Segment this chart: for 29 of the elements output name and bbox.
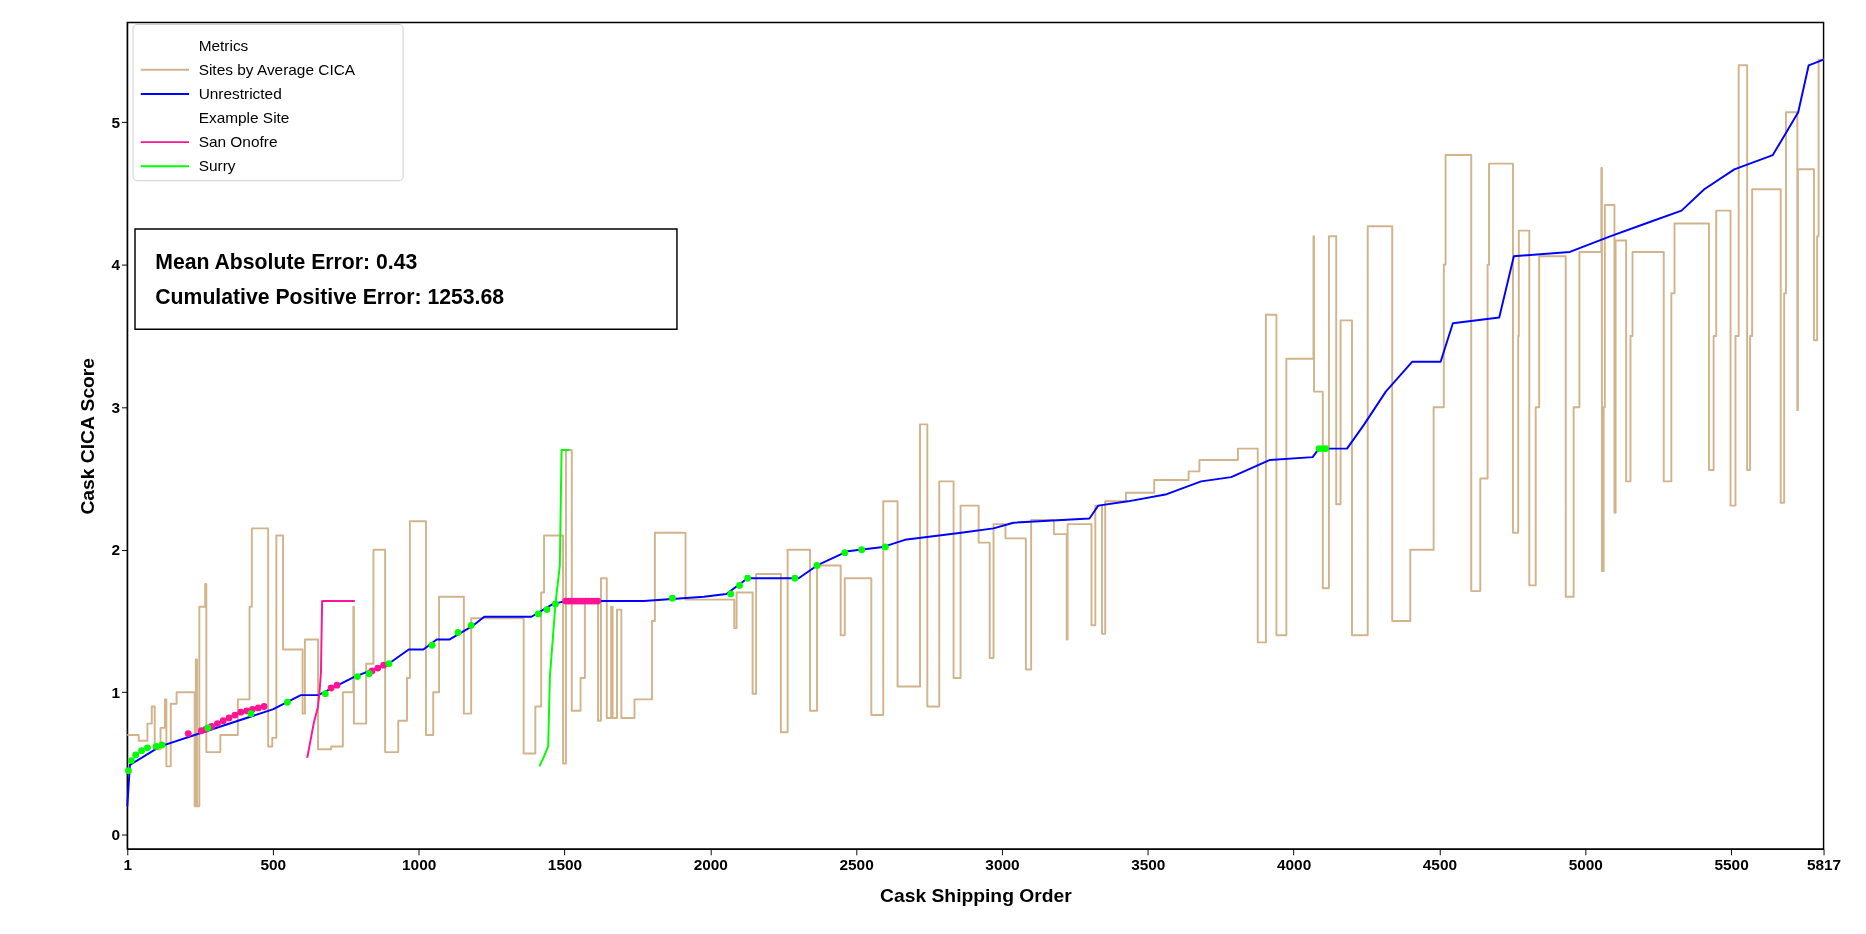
y-tick-label: 0 [111, 826, 121, 844]
x-tick-label: 1500 [547, 855, 583, 873]
y-tick-label: 1 [111, 683, 121, 701]
x-tick-label: 3500 [1131, 855, 1166, 873]
annotation: Example Site [198, 108, 290, 126]
x-tick-label: 4500 [1422, 855, 1458, 873]
x-tick-label: 4000 [1276, 855, 1312, 873]
legend-label: Surry [198, 157, 236, 175]
y-tick-label: 5 [111, 113, 121, 131]
x-tick-label: 2500 [839, 855, 874, 873]
legend-label: San Onofre [198, 132, 278, 150]
legend-title: Metrics [198, 36, 249, 54]
x-tick-label: 3000 [985, 855, 1020, 873]
y-axis-title: Cask CICA Score [77, 357, 99, 515]
x-tick-label: 500 [260, 855, 287, 873]
x-tick-label: 2000 [693, 855, 728, 873]
x-axis-title: Cask Shipping Order [880, 884, 1073, 906]
legend-label: Sites by Average CICA [198, 60, 356, 78]
annotation: Cumulative Positive Error: 1253.68 [155, 285, 505, 309]
x-tick-label: 1 [123, 855, 133, 873]
x-tick-label: 5000 [1568, 855, 1603, 873]
x-tick-label: 5817 [1806, 855, 1842, 873]
legend-label: Unrestricted [198, 84, 282, 102]
y-tick-label: 3 [111, 398, 121, 416]
x-tick-label: 5500 [1714, 855, 1749, 873]
annotation: Mean Absolute Error: 0.43 [155, 250, 418, 274]
x-tick-label: 1000 [402, 855, 437, 873]
y-tick-label: 4 [111, 256, 121, 274]
y-tick-label: 2 [111, 541, 121, 559]
